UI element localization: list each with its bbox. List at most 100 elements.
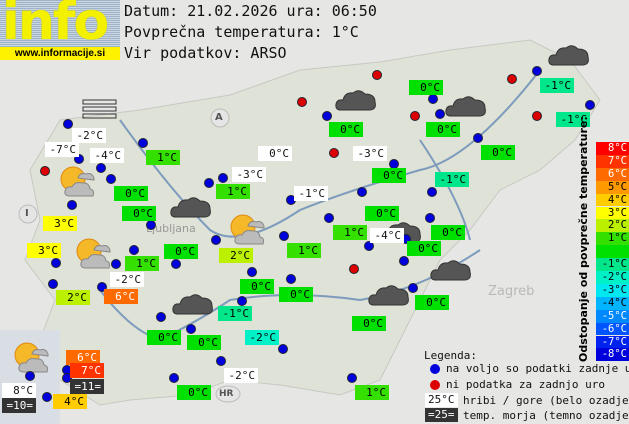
station-dot-ok[interactable]	[286, 274, 296, 284]
scale-step: -8°C	[596, 348, 629, 362]
station-dot-ok[interactable]	[169, 373, 179, 383]
station-temperature: 1°C	[146, 150, 180, 165]
cloud-icon	[170, 195, 212, 229]
station-dot-ok[interactable]	[74, 154, 84, 164]
date-time: Datum: 21.02.2026 ura: 06:50	[124, 2, 377, 20]
scale-step: 3°C	[596, 206, 629, 220]
station-dot-ok[interactable]	[428, 94, 438, 104]
station-temperature: 4°C	[53, 394, 87, 409]
station-dot-missing[interactable]	[507, 74, 517, 84]
station-dot-ok[interactable]	[532, 66, 542, 76]
scale-step: -7°C	[596, 335, 629, 349]
station-dot-ok[interactable]	[364, 241, 374, 251]
station-dot-ok[interactable]	[211, 235, 221, 245]
logo[interactable]: info www.informacije.si	[0, 0, 120, 60]
scale-title: Odstopanje od povprečne temperature:	[574, 116, 594, 362]
station-dot-ok[interactable]	[427, 187, 437, 197]
cloud-icon	[430, 258, 472, 292]
station-dot-ok[interactable]	[48, 279, 58, 289]
station-dot-ok[interactable]	[146, 220, 156, 230]
station-dot-ok[interactable]	[278, 344, 288, 354]
station-temperature: 7°C	[70, 363, 104, 378]
station-dot-missing[interactable]	[532, 111, 542, 121]
station-temperature: 1°C	[125, 256, 159, 271]
scale-step: 4°C	[596, 193, 629, 207]
station-temperature: -1°C	[556, 112, 590, 127]
station-dot-ok[interactable]	[237, 296, 247, 306]
station-temperature: 1°C	[355, 385, 389, 400]
station-dot-ok[interactable]	[399, 256, 409, 266]
station-dot-ok[interactable]	[106, 174, 116, 184]
scale-step: -3°C	[596, 283, 629, 297]
station-dot-ok[interactable]	[357, 187, 367, 197]
station-dot-ok[interactable]	[216, 356, 226, 366]
logo-text: info	[2, 0, 109, 52]
station-temperature: 1°C	[287, 243, 321, 258]
scale-step: 5°C	[596, 180, 629, 194]
station-temperature: 0°C	[177, 385, 211, 400]
station-temperature: 8°C	[2, 383, 36, 398]
station-dot-ok[interactable]	[171, 259, 181, 269]
station-temperature: 0°C	[372, 168, 406, 183]
station-dot-ok[interactable]	[347, 373, 357, 383]
station-dot-ok[interactable]	[67, 200, 77, 210]
scale-step: 2°C	[596, 219, 629, 233]
station-temperature: -1°C	[218, 306, 252, 321]
station-dot-ok[interactable]	[25, 371, 35, 381]
station-dot-ok[interactable]	[247, 267, 257, 277]
station-dot-ok[interactable]	[425, 213, 435, 223]
station-dot-ok[interactable]	[435, 109, 445, 119]
station-dot-ok[interactable]	[279, 231, 289, 241]
station-dot-ok[interactable]	[96, 163, 106, 173]
cloud-icon	[445, 94, 487, 128]
station-dot-ok[interactable]	[186, 324, 196, 334]
station-dot-ok[interactable]	[62, 373, 72, 383]
legend-red-dot-icon	[430, 380, 440, 390]
station-dot-missing[interactable]	[297, 97, 307, 107]
station-dot-missing[interactable]	[329, 148, 339, 158]
station-dot-ok[interactable]	[322, 111, 332, 121]
station-dot-ok[interactable]	[324, 213, 334, 223]
scale-step: -6°C	[596, 322, 629, 336]
legend-blue-dot-icon	[430, 364, 440, 374]
logo-url[interactable]: www.informacije.si	[0, 47, 120, 60]
station-dot-ok[interactable]	[204, 178, 214, 188]
station-dot-ok[interactable]	[585, 100, 595, 110]
station-dot-missing[interactable]	[410, 111, 420, 121]
sun-behind-cloud-icon	[226, 212, 268, 246]
station-dot-ok[interactable]	[473, 133, 483, 143]
legend-sea: temp. morja (temno ozadje)	[463, 409, 629, 422]
cloud-icon	[368, 283, 410, 317]
station-temperature: 2°C	[56, 290, 90, 305]
cloud-icon	[335, 88, 377, 122]
station-dot-missing[interactable]	[372, 70, 382, 80]
scale-step: 7°C	[596, 154, 629, 168]
cloud-icon	[548, 43, 590, 77]
station-temperature: 0°C	[365, 206, 399, 221]
city-zagreb: Zagreb	[488, 284, 535, 299]
station-dot-ok[interactable]	[218, 173, 228, 183]
station-temperature: 0°C	[481, 145, 515, 160]
station-dot-missing[interactable]	[40, 166, 50, 176]
scale-step: 8°C	[596, 142, 629, 155]
station-dot-ok[interactable]	[51, 258, 61, 268]
station-dot-ok[interactable]	[111, 259, 121, 269]
station-temperature: 0°C	[409, 80, 443, 95]
scale-step: -4°C	[596, 296, 629, 310]
station-dot-ok[interactable]	[129, 245, 139, 255]
station-temperature: -4°C	[370, 228, 404, 243]
station-dot-ok[interactable]	[138, 138, 148, 148]
station-temperature: 0°C	[258, 146, 292, 161]
station-temperature: 0°C	[164, 244, 198, 259]
station-temperature: -2°C	[224, 368, 258, 383]
legend-mountain: hribi / gore (belo ozadje)	[463, 394, 629, 407]
station-dot-missing[interactable]	[349, 264, 359, 274]
station-dot-ok[interactable]	[42, 392, 52, 402]
station-dot-ok[interactable]	[97, 282, 107, 292]
station-dot-ok[interactable]	[63, 119, 73, 129]
station-temperature: 0°C	[329, 122, 363, 137]
station-temperature: 3°C	[27, 243, 61, 258]
station-dot-ok[interactable]	[408, 283, 418, 293]
station-dot-ok[interactable]	[156, 312, 166, 322]
